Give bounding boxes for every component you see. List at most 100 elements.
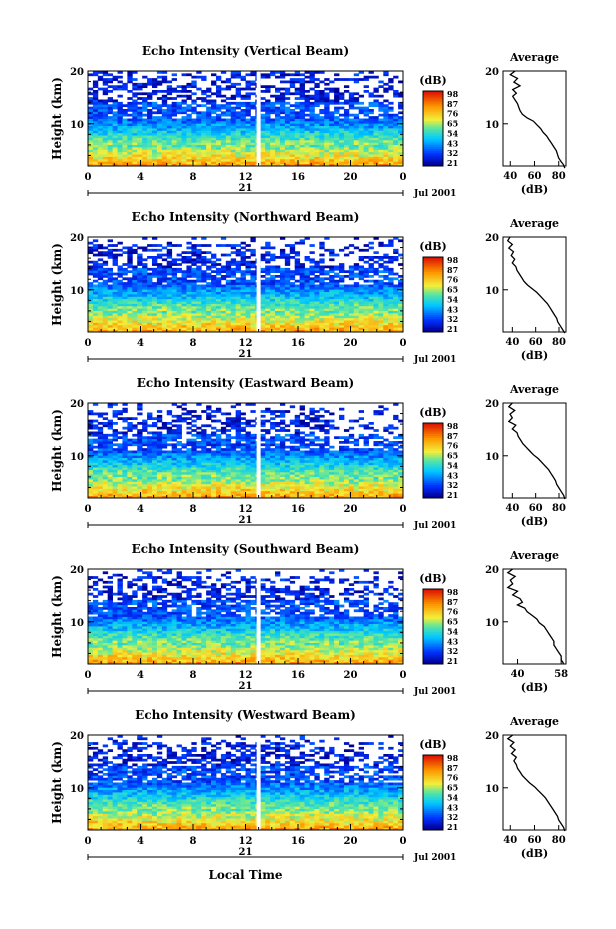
heatmap-cell — [147, 137, 153, 141]
heatmap-cell — [339, 92, 345, 96]
heatmap-cell — [107, 476, 114, 480]
heatmap-cell — [88, 270, 94, 274]
heatmap-cell — [284, 308, 291, 312]
y-tick-label: 20 — [70, 233, 84, 244]
heatmap-cell — [171, 291, 177, 295]
heatmap-cell — [240, 149, 246, 153]
heatmap-cell — [383, 144, 389, 148]
heatmap-cell — [245, 310, 251, 314]
heatmap-cell — [171, 282, 177, 285]
heatmap-cell — [156, 493, 163, 497]
heatmap-cell — [112, 85, 118, 89]
heatmap-cell — [368, 313, 374, 316]
heatmap-cell — [240, 322, 246, 326]
heatmap-cell — [284, 275, 291, 278]
heatmap-cell — [215, 75, 222, 79]
heatmap-cell — [235, 289, 241, 293]
heatmap-cell — [230, 282, 237, 285]
heatmap-cell — [348, 163, 355, 167]
heatmap-cell — [294, 118, 301, 122]
heatmap-cell — [132, 158, 138, 162]
heatmap-cell — [147, 116, 153, 119]
heatmap-cell — [388, 147, 394, 150]
heatmap-cell — [181, 275, 187, 278]
heatmap-cell — [363, 296, 369, 300]
heatmap-cell — [97, 438, 104, 442]
heatmap-cell — [186, 258, 192, 262]
heatmap-cell — [127, 471, 133, 475]
heatmap-cell — [161, 101, 168, 105]
heatmap-cell — [112, 120, 118, 124]
heatmap-cell — [156, 286, 163, 290]
heatmap-cell — [240, 251, 246, 255]
heatmap-cell — [117, 286, 123, 290]
heatmap-cell — [265, 260, 271, 264]
heatmap-cell — [97, 147, 104, 150]
heatmap-cell — [201, 313, 207, 316]
heatmap-cell — [368, 120, 374, 124]
colorbar-segment — [423, 151, 443, 154]
heatmap-cell — [299, 324, 305, 328]
heatmap-cell — [156, 450, 163, 454]
heatmap-cell — [388, 317, 394, 321]
heatmap-cell — [324, 303, 330, 307]
heatmap-cell — [151, 106, 158, 110]
heatmap-cell — [284, 92, 291, 96]
heatmap-cell — [304, 151, 310, 155]
heatmap-cell — [112, 481, 118, 485]
heatmap-cell — [206, 289, 212, 293]
heatmap-cell — [245, 327, 251, 331]
heatmap-cell — [309, 324, 315, 328]
heatmap-cell — [147, 296, 153, 300]
heatmap-cell — [230, 298, 237, 302]
y-axis-label: Height (km) — [50, 77, 64, 160]
heatmap-cell — [201, 135, 207, 138]
heatmap-cell — [97, 303, 104, 307]
heatmap-cell — [156, 111, 163, 115]
heatmap-cell — [324, 111, 330, 115]
heatmap-cell — [270, 142, 276, 146]
heatmap-cell — [107, 471, 114, 475]
heatmap-cell — [117, 270, 123, 274]
heatmap-cell — [329, 308, 335, 312]
heatmap-cell — [279, 289, 286, 293]
heatmap-cell — [112, 303, 118, 307]
heatmap-cell — [92, 305, 99, 309]
heatmap-cell — [225, 282, 232, 285]
heatmap-cell — [260, 113, 266, 117]
heatmap-cell — [88, 308, 94, 312]
heatmap-cell — [117, 253, 123, 257]
heatmap-cell — [97, 111, 104, 115]
heatmap-cell — [92, 445, 99, 449]
heatmap-cell — [151, 450, 158, 454]
heatmap-cell — [186, 137, 192, 141]
heatmap-cell — [122, 149, 128, 153]
heatmap-cell — [107, 128, 114, 131]
heatmap-cell — [279, 301, 286, 304]
heatmap-cell — [309, 149, 315, 153]
heatmap-cell — [250, 132, 256, 136]
heatmap-cell — [117, 412, 123, 416]
heatmap-cell — [102, 275, 109, 278]
heatmap-cell — [102, 450, 109, 454]
heatmap-cell — [275, 75, 281, 79]
heatmap-cell — [92, 460, 99, 463]
heatmap-cell — [215, 118, 222, 122]
heatmap-cell — [107, 438, 114, 442]
heatmap-cell — [358, 275, 365, 278]
heatmap-cell — [363, 144, 369, 148]
heatmap-cell — [265, 120, 271, 124]
heatmap-cell — [122, 294, 128, 297]
heatmap-cell — [117, 431, 123, 435]
heatmap-cell — [132, 313, 138, 316]
heatmap-cell — [265, 101, 271, 105]
heatmap-cell — [92, 286, 99, 290]
heatmap-cell — [102, 118, 109, 122]
heatmap-cell — [339, 308, 345, 312]
heatmap-cell — [181, 495, 187, 499]
heatmap-cell — [107, 303, 114, 307]
heatmap-cell — [181, 471, 187, 475]
heatmap-cell — [137, 441, 143, 444]
heatmap-cell — [161, 324, 168, 328]
heatmap-cell — [220, 267, 227, 271]
